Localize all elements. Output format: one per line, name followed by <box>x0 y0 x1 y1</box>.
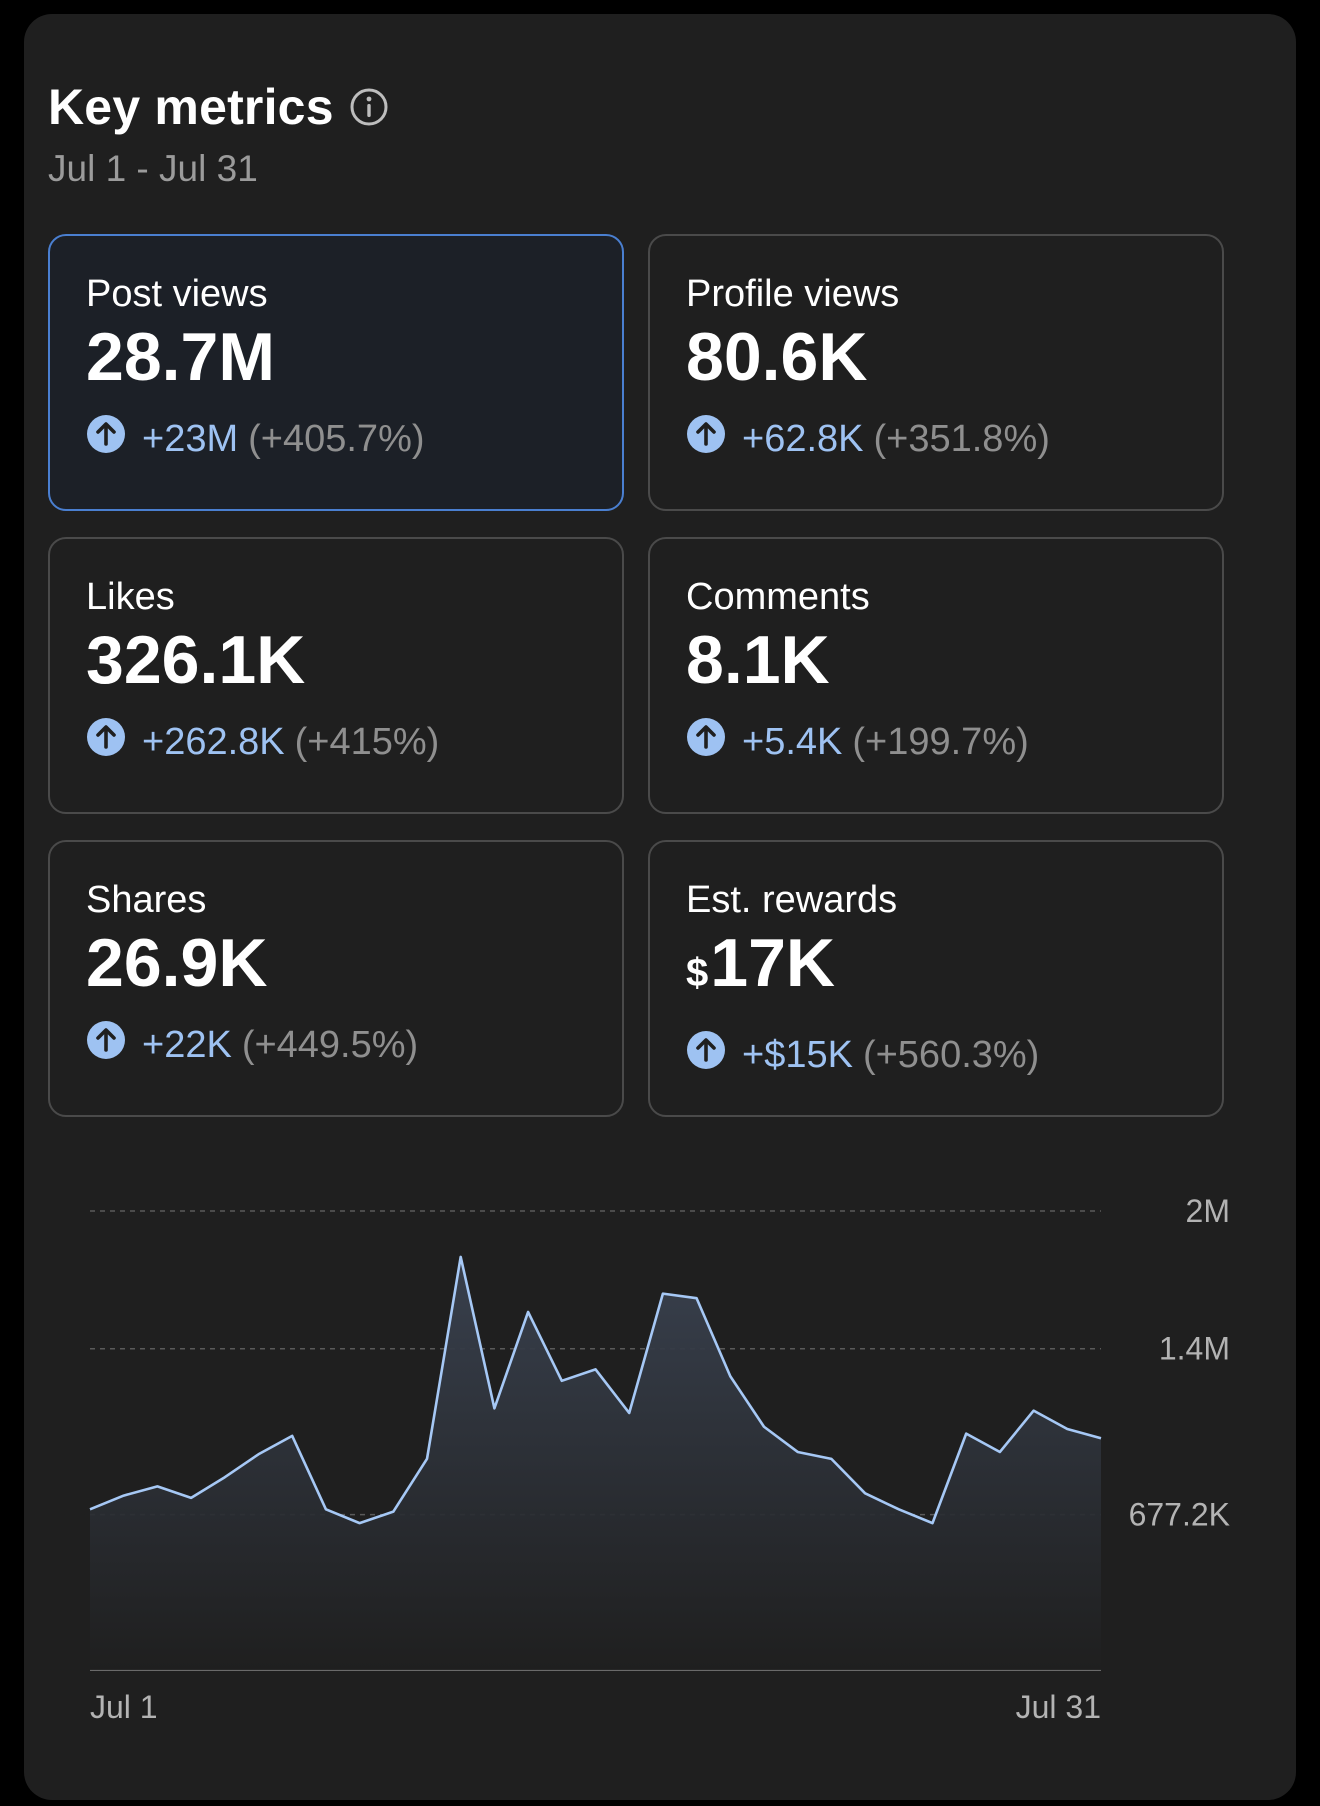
metric-percent-change: (+415%) <box>294 720 440 763</box>
metric-delta: +5.4K <box>742 720 843 763</box>
metric-card[interactable]: Shares 26.9K +22K (+449.5%) <box>48 840 624 1117</box>
metric-card[interactable]: Comments 8.1K +5.4K (+199.7%) <box>648 537 1224 814</box>
metric-card[interactable]: Post views 28.7M +23M (+405.7%) <box>48 234 624 511</box>
arrow-up-circle-icon <box>86 717 142 767</box>
metric-change-row: +5.4K (+199.7%) <box>686 717 1186 767</box>
arrow-up-circle-icon <box>686 414 742 464</box>
arrow-up-circle-icon <box>686 1030 742 1080</box>
title-row: Key metrics <box>48 78 390 136</box>
metric-number: 326.1K <box>86 622 306 698</box>
key-metrics-header: Key metrics Jul 1 - Jul 31 <box>48 78 390 190</box>
arrow-up-circle-icon <box>686 717 742 767</box>
arrow-up-circle-icon <box>86 414 142 464</box>
metric-delta: +$15K <box>742 1033 853 1076</box>
metric-delta: +262.8K <box>142 720 285 763</box>
metric-card[interactable]: Profile views 80.6K +62.8K (+351.8%) <box>648 234 1224 511</box>
arrow-up-circle-icon <box>86 1020 142 1070</box>
metric-value: 8.1K <box>686 621 1186 699</box>
metric-change-row: +22K (+449.5%) <box>86 1020 586 1070</box>
metric-label: Profile views <box>686 273 900 315</box>
metric-label: Est. rewards <box>686 879 898 921</box>
metric-value: 80.6K <box>686 318 1186 396</box>
metric-delta: +23M <box>142 417 239 460</box>
metric-label: Likes <box>86 576 175 618</box>
currency-symbol: $ <box>686 951 709 995</box>
metric-change-row: +262.8K (+415%) <box>86 717 586 767</box>
metric-card[interactable]: Likes 326.1K +262.8K (+415%) <box>48 537 624 814</box>
metric-number: 8.1K <box>686 622 830 698</box>
metric-value: $17K <box>686 924 1186 1012</box>
metric-delta: +22K <box>142 1023 232 1066</box>
metric-number: 80.6K <box>686 319 868 395</box>
metric-value: 26.9K <box>86 924 586 1002</box>
date-range: Jul 1 - Jul 31 <box>48 148 258 189</box>
page-title: Key metrics <box>48 79 334 135</box>
metric-number: 26.9K <box>86 925 268 1001</box>
metric-change-row: +62.8K (+351.8%) <box>686 414 1186 464</box>
metric-percent-change: (+351.8%) <box>873 417 1050 460</box>
metric-delta: +62.8K <box>742 417 864 460</box>
metric-change-row: +23M (+405.7%) <box>86 414 586 464</box>
metric-percent-change: (+560.3%) <box>862 1033 1040 1076</box>
metric-label: Shares <box>86 879 207 921</box>
metric-number: 17K <box>710 925 835 1001</box>
info-circle-icon[interactable] <box>348 86 390 128</box>
metric-value: 326.1K <box>86 621 586 699</box>
metric-change-row: +$15K (+560.3%) <box>686 1030 1186 1080</box>
metric-percent-change: (+199.7%) <box>852 720 1029 763</box>
metric-card[interactable]: Est. rewards $17K +$15K (+560.3%) <box>648 840 1224 1117</box>
metric-percent-change: (+449.5%) <box>241 1023 419 1066</box>
metric-cards-grid: Post views 28.7M +23M (+405.7%) Profile view… <box>48 234 1224 1117</box>
metric-percent-change: (+405.7%) <box>248 417 425 460</box>
metric-number: 28.7M <box>86 319 275 395</box>
metric-label: Comments <box>686 576 870 618</box>
metric-value: 28.7M <box>86 318 586 396</box>
metric-label: Post views <box>86 273 268 315</box>
